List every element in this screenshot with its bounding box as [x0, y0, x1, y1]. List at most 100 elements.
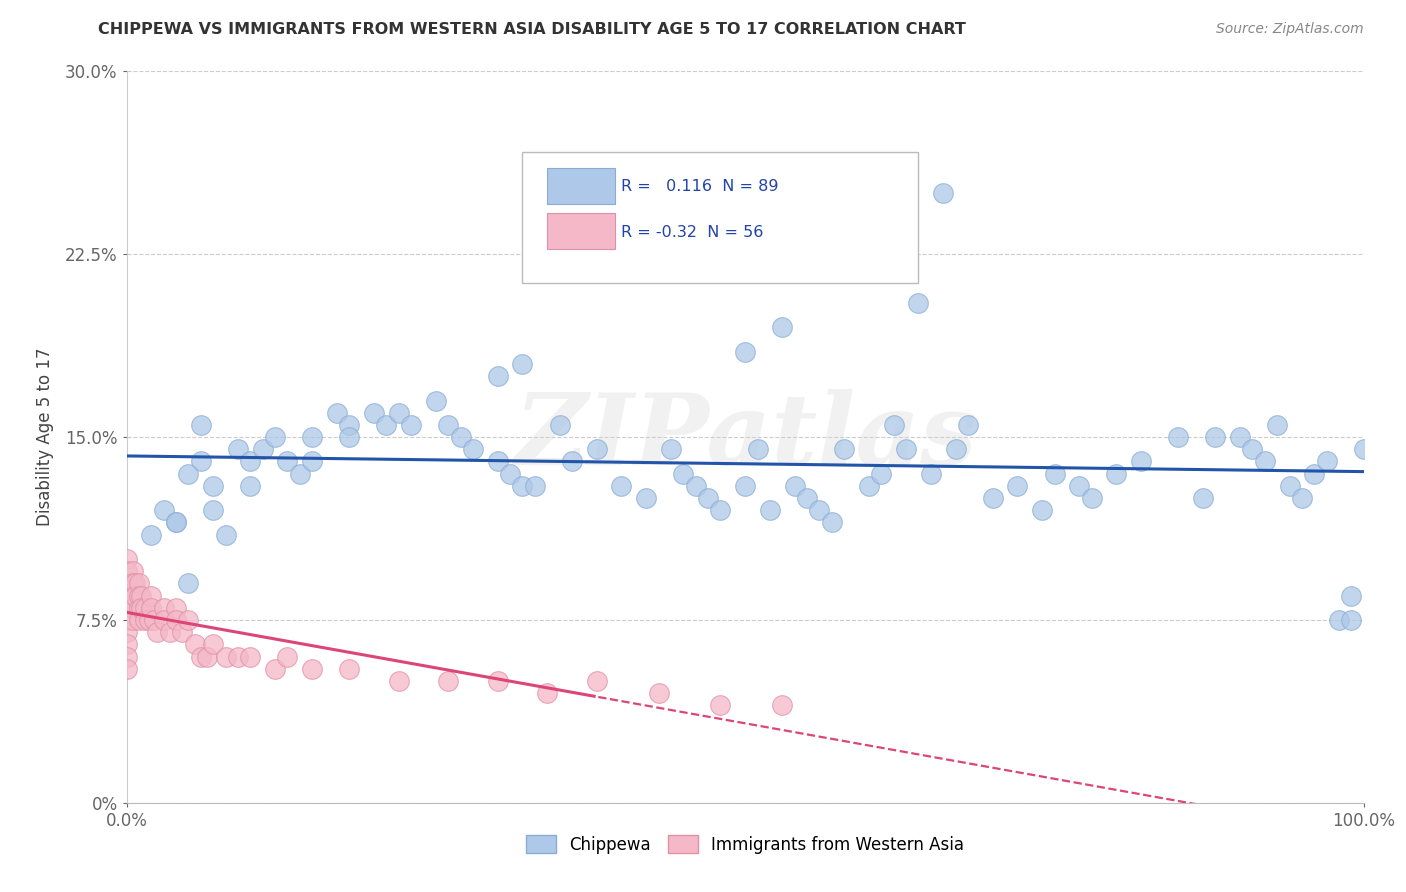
- Point: [337, 417, 360, 432]
- Point: [264, 662, 287, 676]
- Point: [981, 491, 1004, 505]
- Point: [461, 442, 484, 457]
- Point: [486, 673, 509, 688]
- Point: [121, 564, 143, 578]
- Point: [141, 527, 163, 541]
- Point: [1327, 613, 1350, 627]
- Point: [152, 600, 174, 615]
- Point: [1080, 491, 1102, 505]
- Point: [131, 600, 153, 615]
- Point: [152, 503, 174, 517]
- Point: [337, 662, 360, 676]
- Point: [115, 552, 138, 566]
- Point: [128, 613, 150, 627]
- Point: [796, 491, 818, 505]
- Point: [499, 467, 522, 481]
- Point: [821, 516, 844, 530]
- Point: [152, 613, 174, 627]
- Point: [190, 417, 212, 432]
- Text: R = -0.32  N = 56: R = -0.32 N = 56: [621, 225, 763, 240]
- Point: [585, 442, 607, 457]
- Point: [301, 430, 323, 444]
- Point: [832, 442, 855, 457]
- Point: [239, 454, 262, 468]
- Point: [523, 479, 546, 493]
- Point: [165, 516, 187, 530]
- Point: [1254, 454, 1277, 468]
- Point: [115, 649, 138, 664]
- Point: [202, 479, 225, 493]
- Point: [128, 576, 150, 591]
- Point: [288, 467, 311, 481]
- Point: [1192, 491, 1215, 505]
- Point: [610, 479, 633, 493]
- Point: [195, 649, 218, 664]
- Point: [115, 564, 138, 578]
- Point: [1291, 491, 1313, 505]
- Point: [142, 613, 165, 627]
- Point: [647, 686, 669, 700]
- Point: [190, 649, 212, 664]
- Point: [165, 516, 187, 530]
- Point: [437, 673, 460, 688]
- Point: [128, 589, 150, 603]
- Point: [1007, 479, 1029, 493]
- Point: [177, 467, 200, 481]
- Point: [276, 454, 298, 468]
- Point: [131, 589, 153, 603]
- Point: [536, 686, 558, 700]
- Point: [121, 600, 143, 615]
- Point: [956, 417, 979, 432]
- Point: [734, 344, 756, 359]
- Point: [115, 625, 138, 640]
- Point: [770, 698, 793, 713]
- Point: [1130, 454, 1153, 468]
- Point: [486, 454, 509, 468]
- Point: [1265, 417, 1288, 432]
- Point: [134, 600, 156, 615]
- Point: [301, 662, 323, 676]
- Point: [115, 637, 138, 651]
- Text: ZIPatlas: ZIPatlas: [515, 389, 976, 485]
- Point: [1278, 479, 1301, 493]
- Point: [709, 698, 731, 713]
- Point: [172, 625, 194, 640]
- Point: [177, 613, 200, 627]
- Point: [747, 442, 769, 457]
- Point: [1353, 442, 1375, 457]
- Point: [945, 442, 967, 457]
- Point: [252, 442, 274, 457]
- Point: [276, 649, 298, 664]
- Point: [548, 417, 571, 432]
- Point: [159, 625, 181, 640]
- Y-axis label: Disability Age 5 to 17: Disability Age 5 to 17: [35, 348, 53, 526]
- Point: [301, 454, 323, 468]
- Point: [138, 613, 160, 627]
- Point: [388, 673, 411, 688]
- Point: [1241, 442, 1264, 457]
- Point: [183, 637, 205, 651]
- Point: [264, 430, 287, 444]
- Point: [883, 417, 905, 432]
- Point: [636, 491, 658, 505]
- Point: [115, 600, 138, 615]
- Point: [226, 649, 249, 664]
- Text: CHIPPEWA VS IMMIGRANTS FROM WESTERN ASIA DISABILITY AGE 5 TO 17 CORRELATION CHAR: CHIPPEWA VS IMMIGRANTS FROM WESTERN ASIA…: [98, 22, 966, 37]
- Point: [124, 589, 146, 603]
- Point: [146, 625, 169, 640]
- Point: [783, 479, 806, 493]
- Text: Source: ZipAtlas.com: Source: ZipAtlas.com: [1216, 22, 1364, 37]
- Point: [1031, 503, 1053, 517]
- Point: [115, 613, 138, 627]
- Point: [177, 576, 200, 591]
- Point: [512, 479, 534, 493]
- Point: [124, 576, 146, 591]
- FancyBboxPatch shape: [547, 212, 616, 249]
- Point: [697, 491, 720, 505]
- Point: [399, 417, 422, 432]
- Legend: Chippewa, Immigrants from Western Asia: Chippewa, Immigrants from Western Asia: [520, 829, 970, 860]
- Point: [363, 406, 385, 420]
- Point: [1167, 430, 1189, 444]
- Point: [907, 296, 929, 310]
- Point: [326, 406, 349, 420]
